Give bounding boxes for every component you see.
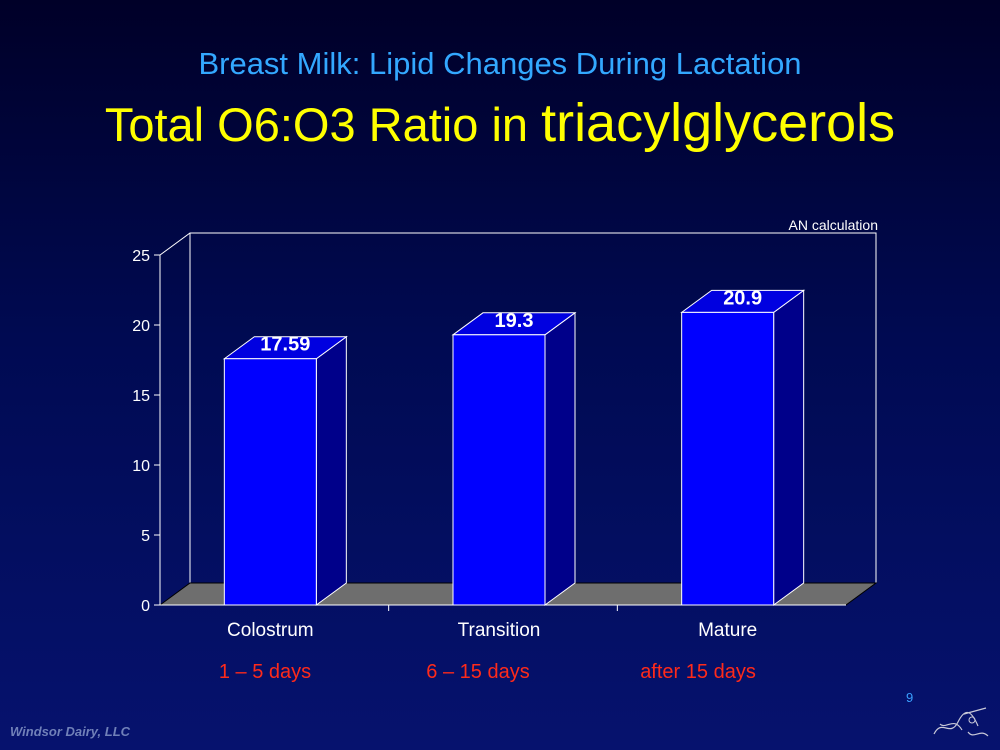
x-category-label: Colostrum xyxy=(227,620,314,641)
data-label: 19.3 xyxy=(495,310,534,332)
slide-title: Total O6:O3 Ratio in triacylglycerols xyxy=(0,92,1000,154)
footer-company: Windsor Dairy, LLC xyxy=(10,724,131,739)
x-category-label: Transition xyxy=(458,620,541,641)
y-tick-label: 5 xyxy=(141,528,150,545)
bar-side xyxy=(544,311,576,606)
y-tick-label: 20 xyxy=(132,318,150,335)
bar-side xyxy=(773,289,805,606)
bar xyxy=(223,358,317,606)
x-category-label: Mature xyxy=(698,620,757,641)
plot-back-wall xyxy=(159,232,877,583)
bar xyxy=(452,334,546,606)
y-tick-label: 25 xyxy=(132,248,150,265)
signature-logo-icon xyxy=(933,707,989,737)
period-label: 6 – 15 days xyxy=(426,661,529,683)
page-number: 9 xyxy=(906,690,914,705)
data-label: 17.59 xyxy=(260,334,310,356)
data-label: 20.9 xyxy=(723,287,762,309)
title-prefix: Total O6:O3 Ratio in xyxy=(104,98,542,151)
y-tick-label: 15 xyxy=(132,388,150,405)
period-label: 1 – 5 days xyxy=(219,661,311,683)
calculation-note: AN calculation xyxy=(789,217,879,233)
bar-side xyxy=(315,335,347,606)
slide-subtitle: Breast Milk: Lipid Changes During Lactat… xyxy=(198,46,802,81)
y-tick-label: 0 xyxy=(141,598,150,615)
y-tick-label: 10 xyxy=(132,458,150,475)
bar xyxy=(681,311,775,606)
period-label: after 15 days xyxy=(640,661,756,683)
title-keyword: triacylglycerols xyxy=(541,93,896,153)
